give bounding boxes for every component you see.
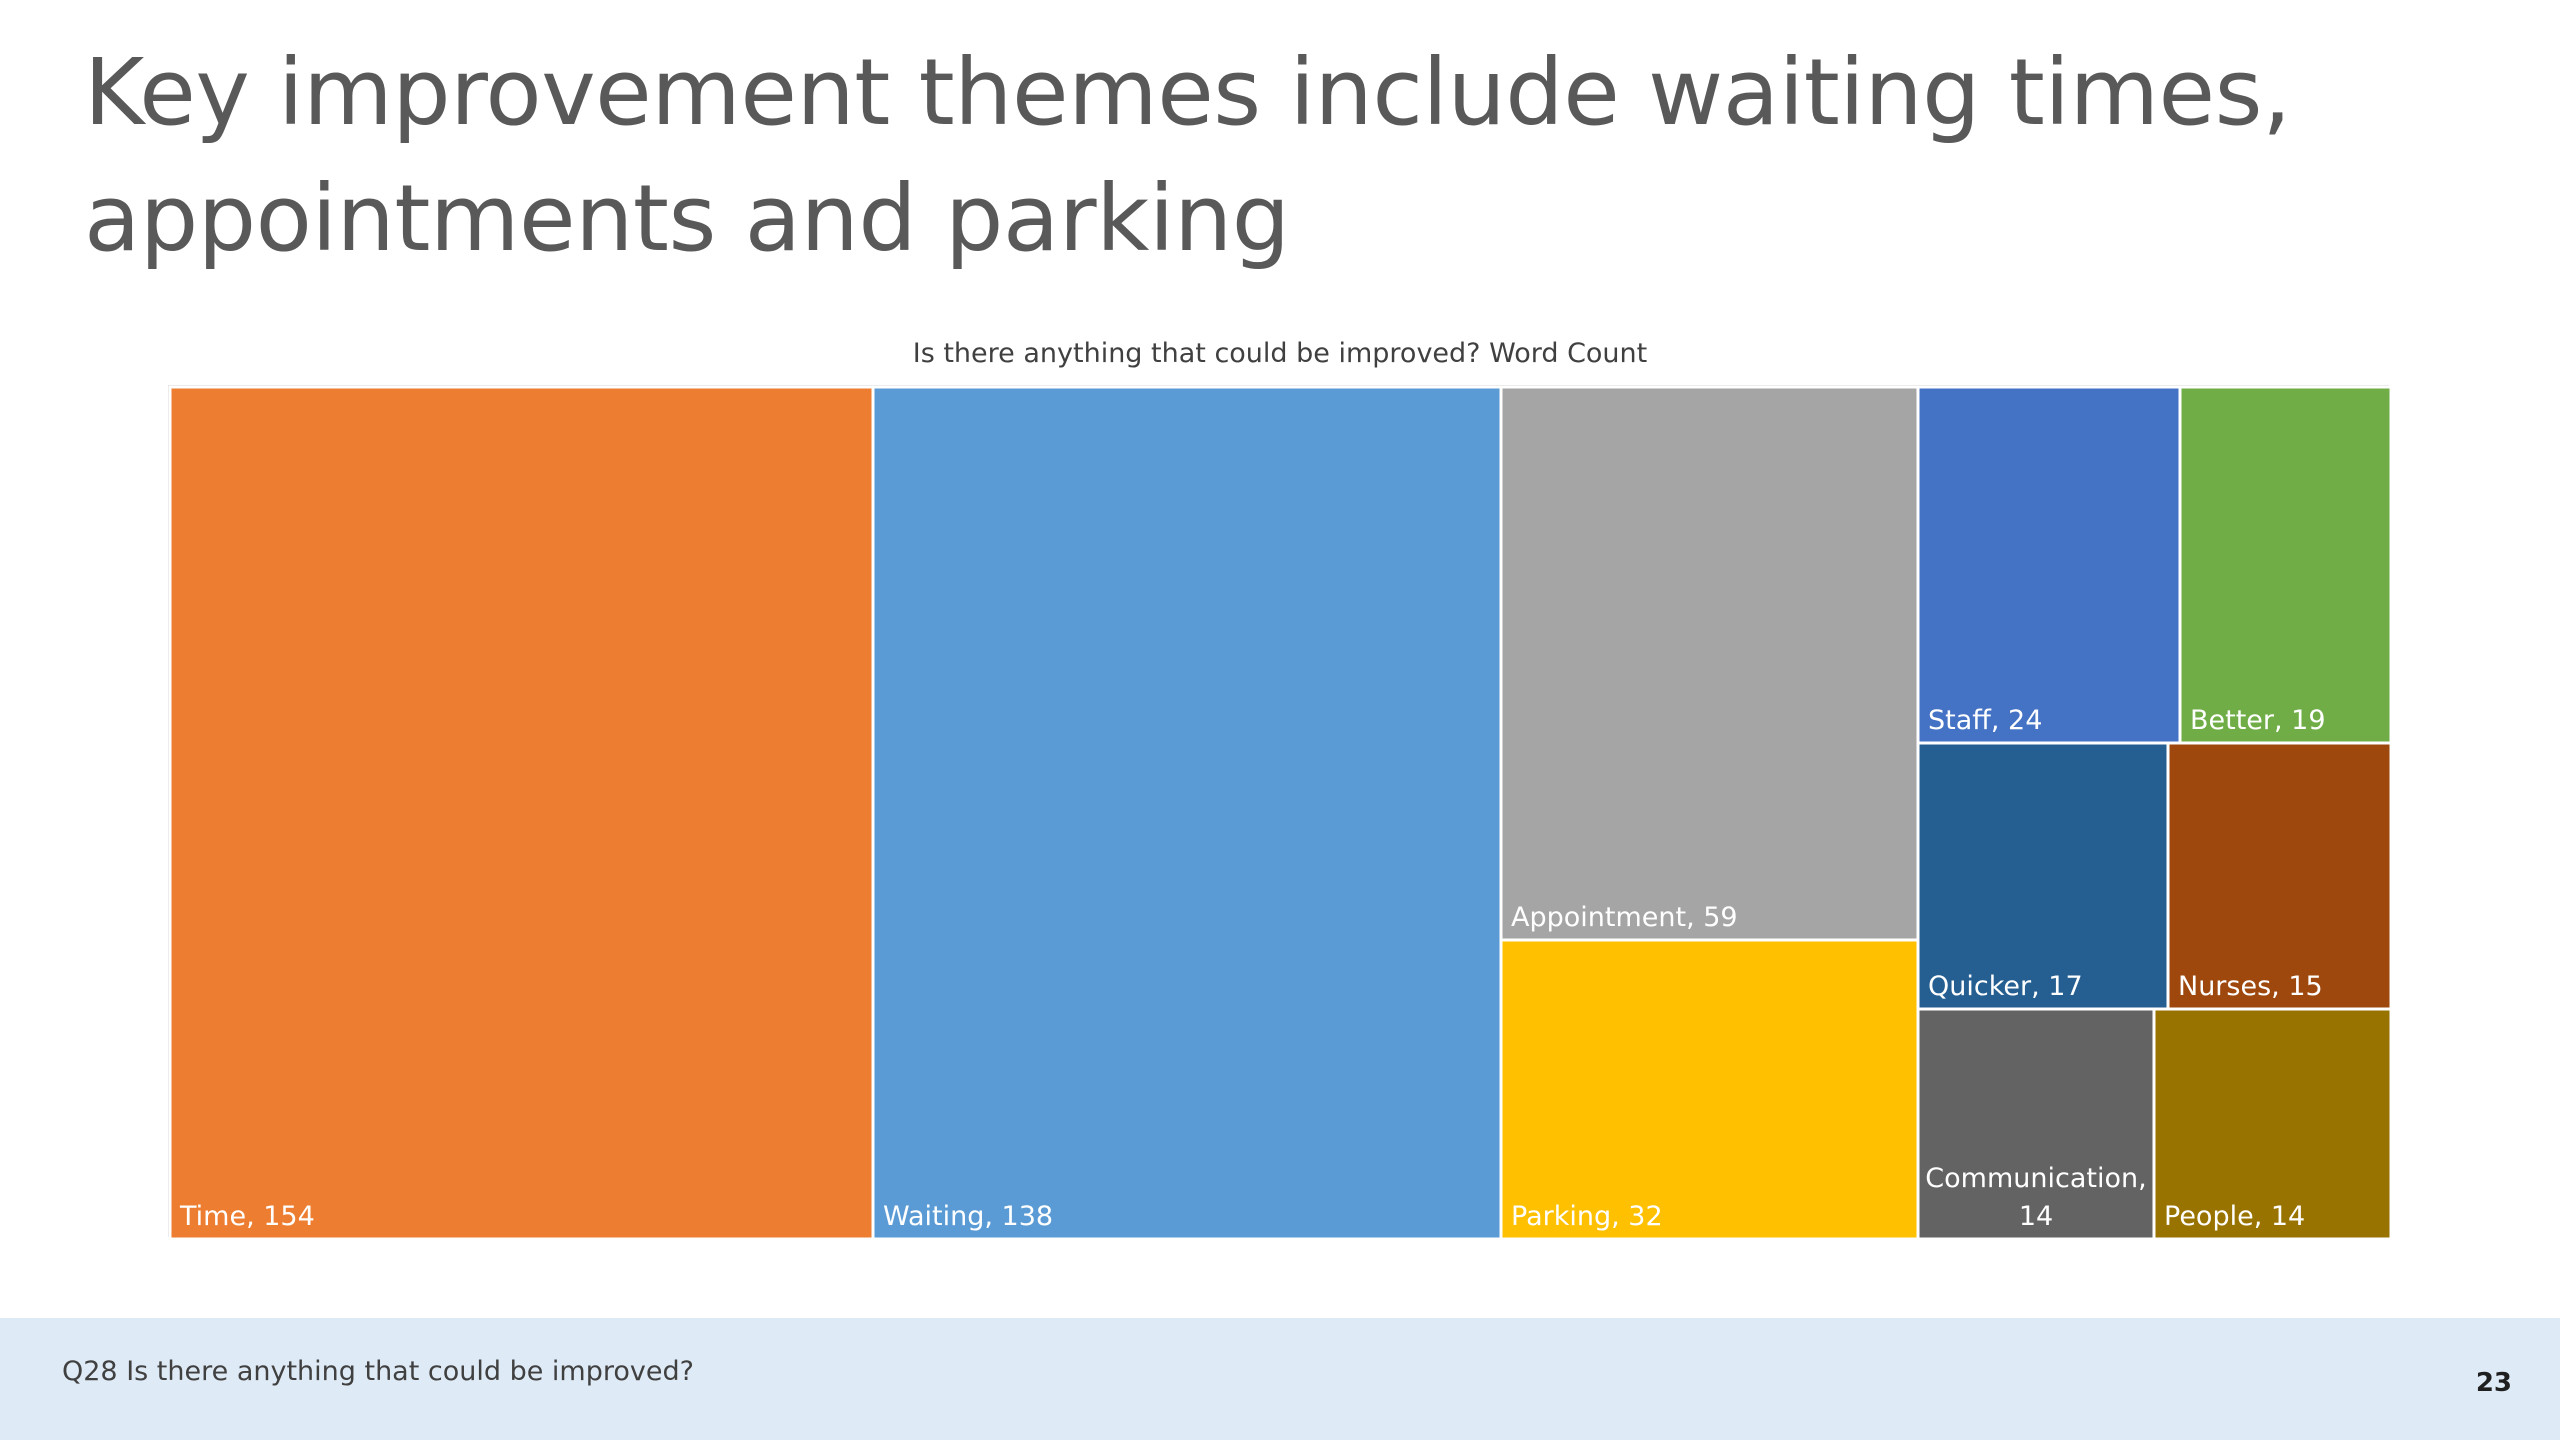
treemap-label-quicker: Quicker, 17: [1928, 971, 2083, 1002]
treemap-rect-quicker: [1916, 741, 2170, 1011]
treemap-rect-appointment: [1499, 385, 1920, 942]
treemap-rect-staff: [1916, 385, 2182, 745]
treemap-cell-appointment: Appointment, 59: [1499, 385, 1920, 942]
treemap-label-appointment: Appointment, 59: [1511, 902, 1738, 933]
page-number: 23: [2475, 1368, 2512, 1398]
treemap-label-staff: Staff, 24: [1928, 705, 2042, 736]
treemap-rect-waiting: [871, 385, 1503, 1241]
treemap-rect-better: [2178, 385, 2393, 745]
treemap-chart: Time, 154 Waiting, 138 Appointment, 59 Park…: [168, 385, 2393, 1241]
chart-title: Is there anything that could be improved…: [912, 338, 1648, 369]
treemap-rect-people: [2152, 1007, 2393, 1241]
treemap-rect-parking: [1499, 938, 1920, 1241]
treemap-label-waiting: Waiting, 138: [883, 1201, 1053, 1232]
treemap-label-people: People, 14: [2164, 1201, 2305, 1232]
slide-title: Key improvement themes include waiting t…: [84, 39, 2291, 272]
treemap-cell-waiting: Waiting, 138: [871, 385, 1503, 1241]
treemap-cell-quicker: Quicker, 17: [1916, 741, 2170, 1011]
treemap-label-communication: Communication, 14: [1925, 1163, 2146, 1232]
treemap-label-parking: Parking, 32: [1511, 1201, 1663, 1232]
treemap-cell-better: Better, 19: [2178, 385, 2393, 745]
treemap-label-nurses: Nurses, 15: [2178, 971, 2323, 1002]
treemap-label-time: Time, 154: [179, 1201, 315, 1232]
footer-question-note: Q28 Is there anything that could be impr…: [62, 1356, 694, 1387]
treemap-cell-nurses: Nurses, 15: [2166, 741, 2393, 1011]
treemap-cell-staff: Staff, 24: [1916, 385, 2182, 745]
treemap-cell-people: People, 14: [2152, 1007, 2393, 1241]
treemap-cell-time: Time, 154: [168, 385, 875, 1241]
treemap-cell-parking: Parking, 32: [1499, 938, 1920, 1241]
treemap-label-better: Better, 19: [2190, 705, 2326, 736]
treemap-cell-communication: Communication, 14: [1916, 1007, 2156, 1241]
treemap-rect-nurses: [2166, 741, 2393, 1011]
treemap-rect-communication: [1916, 1007, 2156, 1241]
treemap-rect-time: [168, 385, 875, 1241]
chart-frame: Time, 154 Waiting, 138 Appointment, 59 Park…: [168, 385, 2393, 1241]
